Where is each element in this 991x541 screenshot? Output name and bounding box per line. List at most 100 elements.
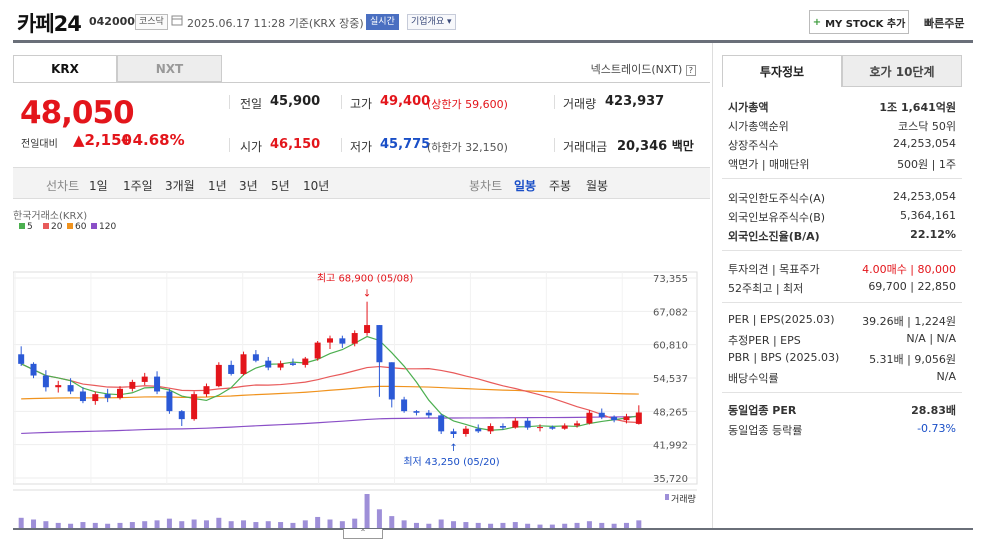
- company-overview-button[interactable]: 기업개요 ▾: [407, 14, 456, 30]
- info-separator: [722, 250, 962, 251]
- candle-body: [129, 381, 136, 389]
- tab-krx[interactable]: KRX: [13, 55, 117, 82]
- period-1y[interactable]: 1년: [208, 179, 227, 193]
- candle-body: [67, 385, 74, 392]
- low-value: 45,775: [380, 137, 431, 152]
- candle-body: [289, 363, 296, 365]
- info-label: 상장주식수: [728, 139, 779, 152]
- candle-body: [512, 420, 519, 428]
- volume-bar: [117, 522, 123, 528]
- volume-bar: [339, 521, 345, 528]
- candle-body: [524, 420, 531, 428]
- info-label: 52주최고 | 최저: [728, 282, 804, 295]
- volume-bar: [191, 519, 197, 528]
- current-price: 48,050: [20, 95, 135, 131]
- realtime-badge[interactable]: 실시간: [366, 14, 399, 30]
- high-label: 고가: [350, 97, 373, 111]
- volume-bar: [55, 522, 61, 528]
- period-1d[interactable]: 1일: [89, 179, 108, 193]
- candle-body: [487, 426, 494, 432]
- legend-label: 60: [75, 222, 87, 232]
- ma20-line: [20, 363, 639, 424]
- trade-value: 20,346 백만: [617, 137, 694, 154]
- candle-body: [611, 416, 618, 421]
- line-chart-label[interactable]: 선차트: [46, 179, 80, 193]
- info-label: 외국인한도주식수(A): [728, 192, 826, 205]
- volume-bar: [31, 519, 37, 528]
- candle-body: [30, 363, 37, 376]
- period-10y[interactable]: 10년: [303, 179, 330, 193]
- volume-bar: [216, 517, 222, 528]
- quick-order-button[interactable]: 빠른주문: [924, 17, 965, 30]
- period-3y[interactable]: 3년: [239, 179, 258, 193]
- separator: [554, 95, 555, 109]
- candle-body: [376, 325, 383, 363]
- info-label: PER | EPS(2025.03): [728, 313, 835, 326]
- info-value: 69,700 | 22,850: [868, 280, 956, 293]
- volume-bar: [179, 521, 185, 528]
- candle-chart-label[interactable]: 봉차트: [469, 179, 503, 193]
- candle-body: [154, 376, 161, 392]
- bottom-divider: [13, 528, 973, 530]
- company-overview-label: 기업개요: [411, 17, 445, 27]
- info-value: N/A: [936, 370, 956, 383]
- investment-info-panel: 투자정보 호가 10단계 시가총액 1조 1,641억원 시가총액순위 코스닥 50위…: [722, 55, 962, 455]
- candle-body: [549, 427, 556, 429]
- candle-body: [401, 399, 408, 412]
- tab-orderbook[interactable]: 호가 10단계: [842, 55, 962, 87]
- info-label: 동일업종 등락률: [728, 424, 803, 437]
- separator: [341, 95, 342, 109]
- candle-body: [574, 423, 581, 426]
- volume-bar: [451, 521, 457, 528]
- legend-swatch: [19, 223, 25, 229]
- info-value: 28.83배: [911, 404, 956, 417]
- period-monthly[interactable]: 월봉: [586, 179, 609, 193]
- period-5y[interactable]: 5년: [271, 179, 290, 193]
- info-separator: [722, 392, 962, 393]
- help-icon[interactable]: ?: [685, 65, 696, 76]
- info-value: 5.31배 | 9,056원: [869, 353, 956, 366]
- volume-bar: [426, 523, 432, 528]
- candle-body: [117, 388, 123, 398]
- prev-label: 전일: [240, 97, 263, 111]
- candle-body: [104, 394, 111, 398]
- candle-body: [240, 354, 247, 374]
- volume-bar: [376, 509, 382, 528]
- collapse-chevron-icon[interactable]: ⌃: [343, 529, 383, 539]
- volume-bar: [253, 522, 259, 528]
- change-value: ▲2,150: [73, 131, 132, 149]
- calendar-icon: [171, 15, 183, 26]
- volume-bar: [154, 520, 160, 528]
- y-tick-label: 60,810: [653, 341, 688, 352]
- tab-investment-info[interactable]: 투자정보: [722, 55, 842, 87]
- period-weekly[interactable]: 주봉: [549, 179, 572, 193]
- candle-body: [55, 385, 62, 388]
- volume-bar: [586, 521, 592, 528]
- period-3m[interactable]: 3개월: [165, 179, 195, 193]
- volume-bar: [636, 520, 642, 528]
- my-stock-add-button[interactable]: + MY STOCK 추가: [809, 10, 909, 34]
- candle-body: [499, 426, 506, 428]
- price-chart[interactable]: 한국거래소(KRX)5 20 60 120 73,355 67,082 60,810 54,5…: [13, 208, 710, 528]
- quote-panel: KRX NXT 넥스트레이드(NXT) ? 48,050 전일대비 ▲2,150…: [13, 43, 710, 528]
- candle-body: [178, 411, 185, 420]
- candle-body: [561, 425, 568, 429]
- header-divider: [13, 40, 973, 43]
- period-daily[interactable]: 일봉: [514, 179, 537, 193]
- nxt-exchange-link[interactable]: 넥스트레이드(NXT) ?: [591, 61, 696, 77]
- legend-label: 20: [51, 222, 63, 232]
- info-value: 5,364,161: [900, 209, 956, 222]
- trade-value-number: 20,346: [617, 139, 668, 154]
- period-1w[interactable]: 1주일: [123, 179, 153, 193]
- separator: [554, 138, 555, 152]
- panel-divider: [712, 43, 713, 528]
- candle-body: [438, 415, 445, 432]
- volume-bar: [537, 524, 543, 528]
- candle-body: [228, 364, 235, 374]
- volume-bar: [413, 522, 419, 528]
- tab-nxt[interactable]: NXT: [117, 55, 222, 82]
- trade-value-label: 거래대금: [563, 140, 608, 154]
- info-label: 투자의견 | 목표주가: [728, 263, 820, 276]
- volume-bar: [488, 523, 494, 528]
- nxt-exchange-label: 넥스트레이드(NXT): [590, 63, 683, 76]
